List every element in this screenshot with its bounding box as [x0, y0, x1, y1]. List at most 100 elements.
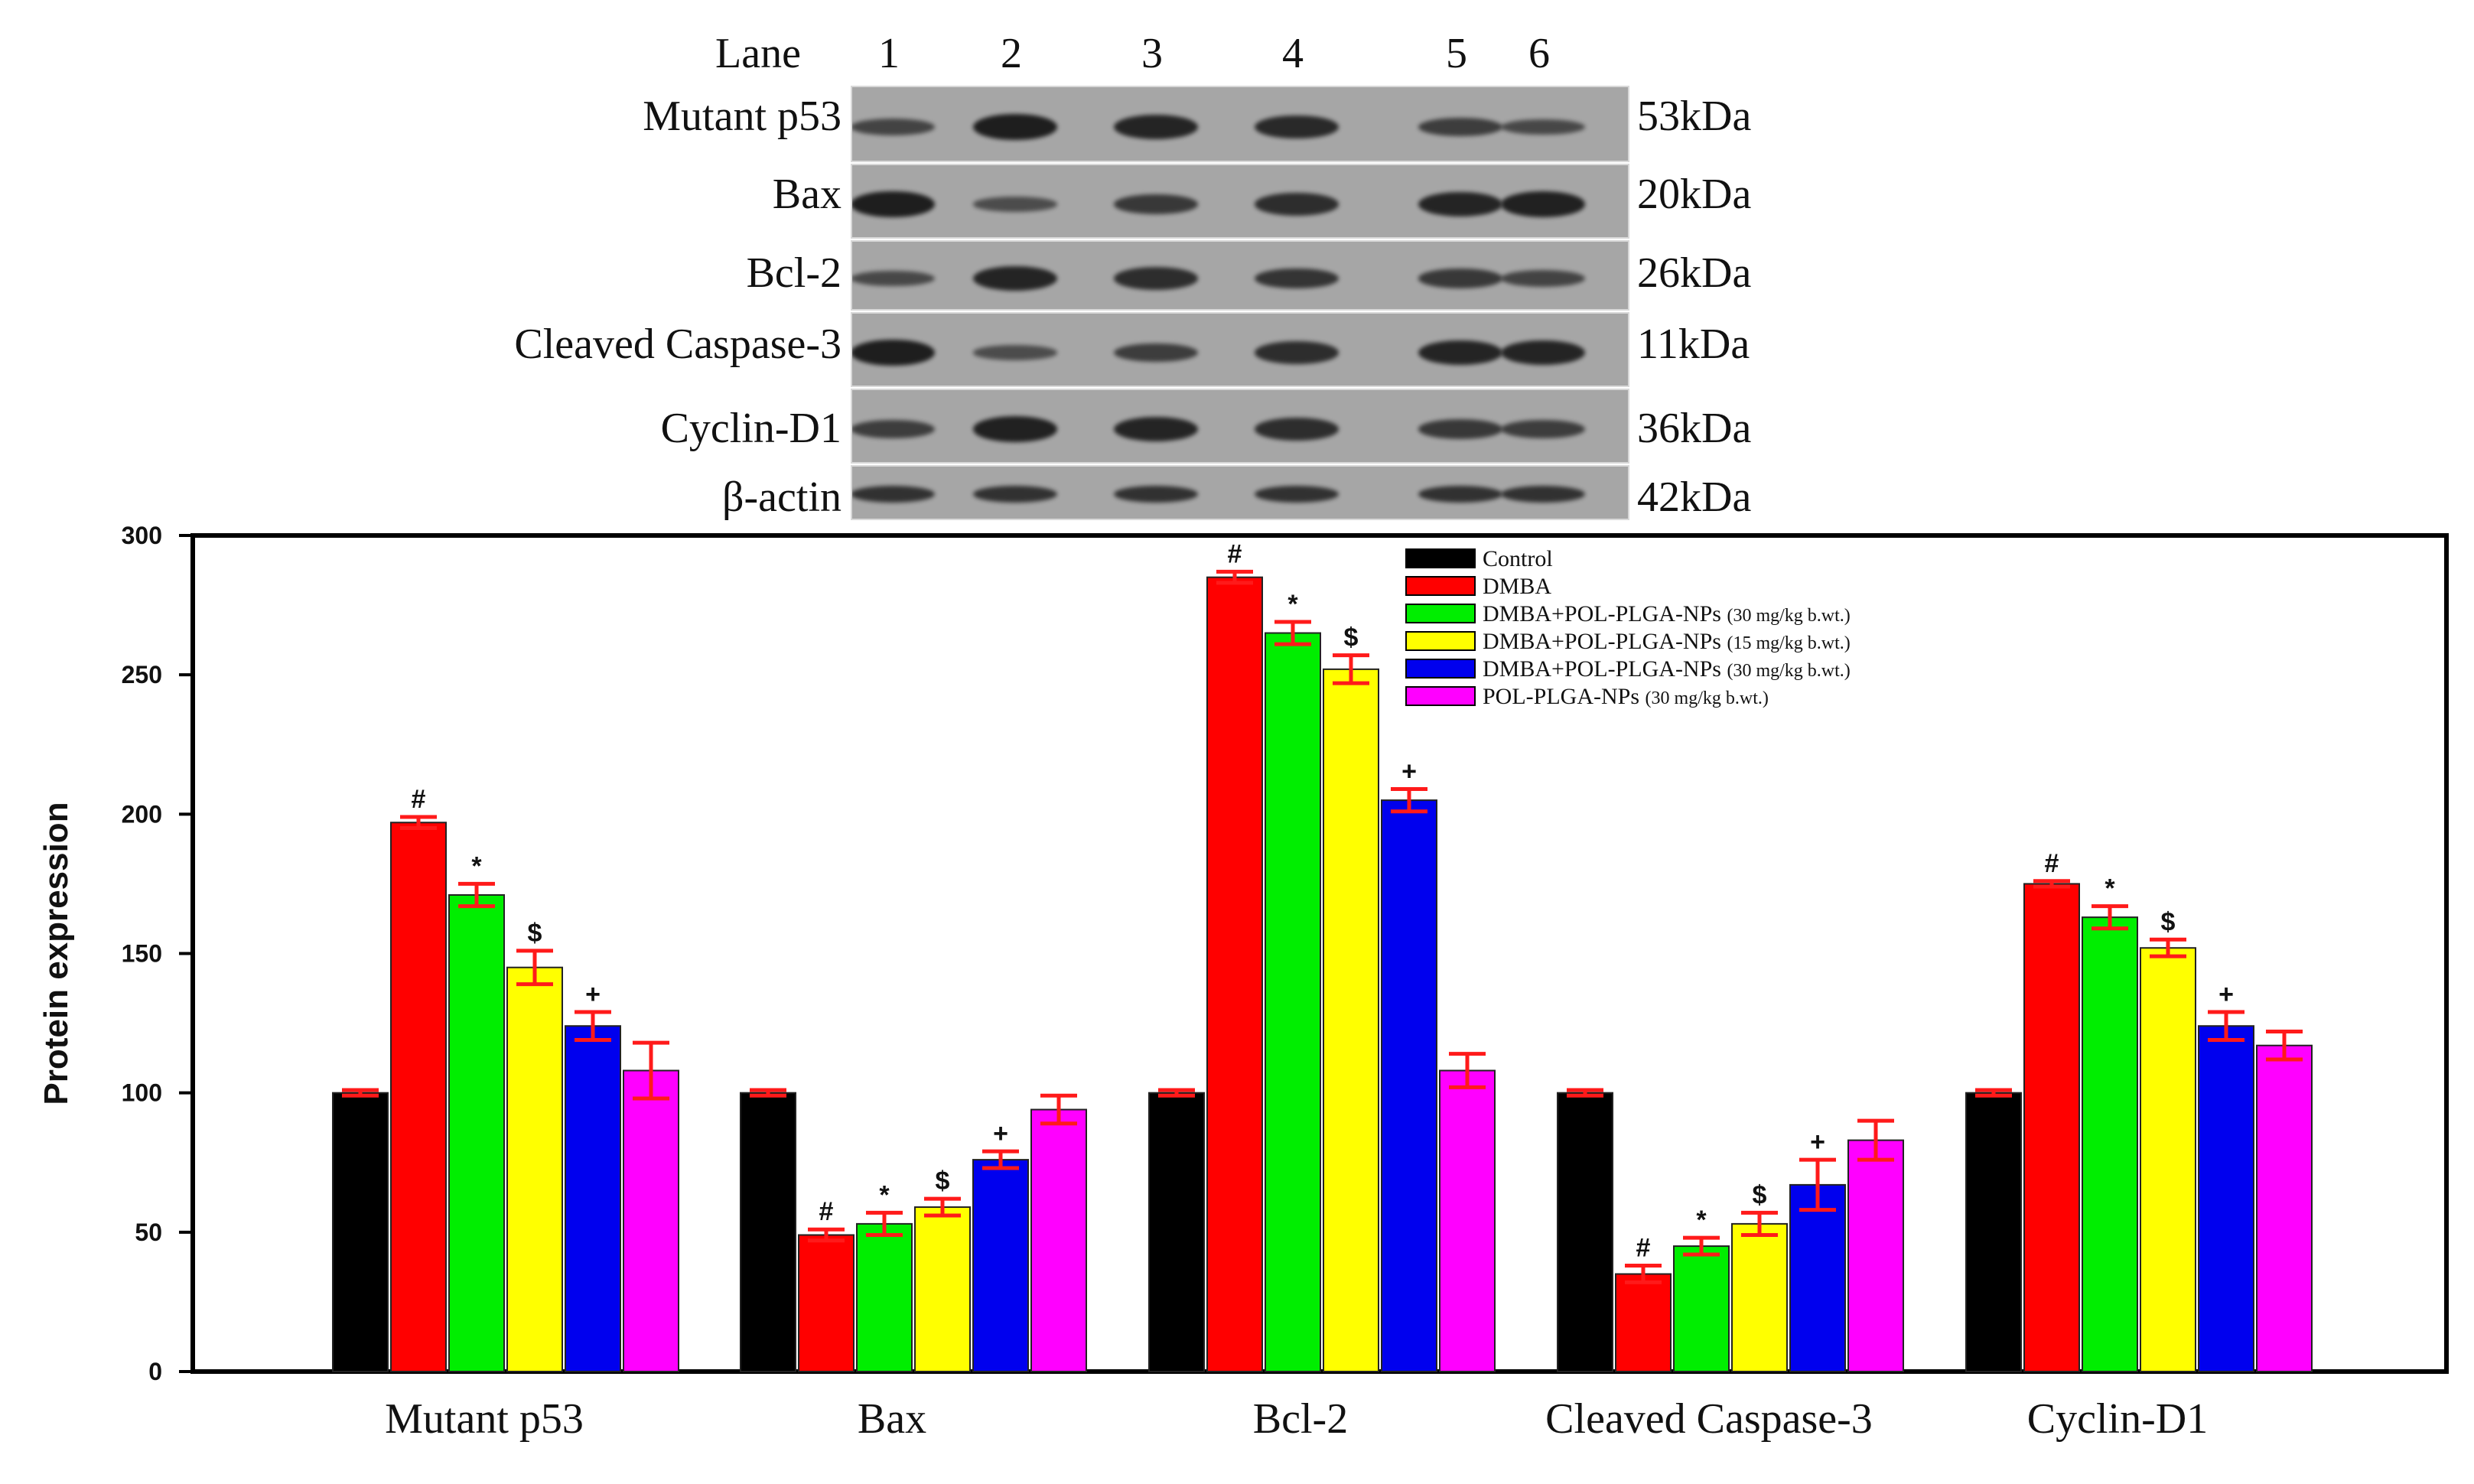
- blot-strip: [851, 465, 1629, 520]
- legend-swatch: [1405, 548, 1476, 568]
- blot-band: [852, 419, 935, 439]
- significance-marker: +: [1401, 757, 1417, 786]
- y-tick-label: 250: [122, 661, 162, 688]
- legend-swatch: [1405, 631, 1476, 651]
- bar: [1615, 1273, 1672, 1373]
- blot-band: [1418, 340, 1502, 366]
- blot-band: [1255, 115, 1339, 139]
- x-category-label: Bcl-2: [1253, 1395, 1348, 1443]
- bar: [1265, 632, 1321, 1372]
- legend-swatch: [1405, 659, 1476, 679]
- significance-marker: +: [993, 1119, 1008, 1148]
- significance-marker: #: [2045, 849, 2059, 878]
- legend-swatch: [1405, 604, 1476, 623]
- significance-marker: $: [528, 919, 542, 948]
- bar: [390, 822, 447, 1373]
- bar: [1148, 1092, 1205, 1373]
- y-tick-label: 200: [122, 800, 162, 828]
- bar: [1557, 1092, 1613, 1373]
- blot-row-label: Bcl-2: [746, 249, 841, 297]
- blot-band: [1255, 341, 1339, 364]
- blot-band: [852, 119, 935, 135]
- bar: [1439, 1069, 1496, 1373]
- bar: [914, 1206, 971, 1372]
- blot-band: [1114, 343, 1198, 363]
- legend-label: DMBA+POL-PLGA-NPs (15 mg/kg b.wt.): [1483, 629, 1851, 654]
- blot-strip: [851, 389, 1629, 464]
- significance-marker: #: [1636, 1234, 1651, 1263]
- blot-band: [1501, 119, 1585, 135]
- blot-strip: [851, 240, 1629, 311]
- blot-band: [1255, 418, 1339, 441]
- blot-band: [1114, 416, 1198, 442]
- blot-strip: [851, 312, 1629, 387]
- bar: [1323, 668, 1379, 1372]
- legend-label: DMBA+POL-PLGA-NPs (30 mg/kg b.wt.): [1483, 601, 1851, 626]
- x-category-label: Cyclin-D1: [2027, 1395, 2208, 1443]
- blot-band: [1501, 486, 1585, 503]
- significance-marker: $: [1753, 1180, 1767, 1209]
- blot-band: [1501, 191, 1585, 217]
- blot-band: [1418, 419, 1502, 439]
- bar: [1206, 576, 1263, 1372]
- blot-band: [1418, 191, 1502, 217]
- y-tick-label: 0: [148, 1358, 162, 1385]
- blot-band: [852, 270, 935, 287]
- blot-band: [852, 190, 935, 218]
- significance-marker: $: [1344, 623, 1359, 653]
- significance-marker: *: [2105, 874, 2115, 903]
- significance-marker: *: [1696, 1206, 1707, 1235]
- lane-number: 3: [1141, 30, 1163, 77]
- x-category-label: Bax: [858, 1395, 926, 1443]
- legend-label: POL-PLGA-NPs (30 mg/kg b.wt.): [1483, 684, 1769, 709]
- molecular-weight-label: 20kDa: [1637, 171, 1752, 218]
- bar: [2082, 916, 2138, 1372]
- significance-marker: #: [1228, 539, 1242, 568]
- blot-band: [973, 265, 1057, 291]
- lane-number: 2: [1001, 30, 1022, 77]
- y-tick-label: 100: [122, 1079, 162, 1107]
- significance-marker: $: [2161, 907, 2176, 936]
- blot-strip: [851, 86, 1629, 162]
- legend-box: [1403, 542, 1808, 713]
- blot-band: [1114, 267, 1198, 290]
- bar: [1789, 1183, 1846, 1372]
- legend-swatch: [1405, 576, 1476, 596]
- legend-label: DMBA+POL-PLGA-NPs (30 mg/kg b.wt.): [1483, 656, 1851, 682]
- blot-band: [1255, 193, 1339, 216]
- molecular-weight-label: 53kDa: [1637, 93, 1752, 140]
- legend-label: DMBA: [1483, 574, 1551, 599]
- blot-band: [852, 486, 935, 503]
- western-blot-panel: Lane 1 2 3 4 5 6 Mutant p53 Bax Bcl-2 Cl…: [0, 0, 2474, 528]
- blot-band: [973, 486, 1057, 503]
- legend-label: Control: [1483, 546, 1553, 571]
- bar: [1673, 1245, 1730, 1372]
- significance-marker: +: [2218, 980, 2234, 1009]
- significance-marker: *: [471, 851, 482, 880]
- blot-band: [1255, 486, 1339, 503]
- blot-band: [852, 339, 935, 366]
- significance-marker: +: [1810, 1128, 1825, 1157]
- molecular-weight-label: 36kDa: [1637, 405, 1752, 452]
- bar: [856, 1222, 913, 1372]
- lane-header: Lane: [715, 30, 801, 77]
- lane-number: 5: [1446, 30, 1467, 77]
- legend-swatch: [1405, 686, 1476, 706]
- x-category-label: Mutant p53: [385, 1395, 584, 1443]
- bar: [448, 893, 505, 1372]
- bar: [972, 1159, 1029, 1373]
- blot-band: [1114, 194, 1198, 214]
- blot-strip: [851, 164, 1629, 239]
- significance-marker: +: [585, 980, 601, 1009]
- bar: [2023, 883, 2080, 1372]
- bar: [623, 1069, 679, 1373]
- bar: [565, 1025, 621, 1373]
- blot-row-label: Bax: [772, 171, 841, 218]
- bar: [1731, 1222, 1788, 1372]
- blot-band: [973, 345, 1057, 360]
- bar: [2198, 1025, 2254, 1373]
- significance-marker: *: [1287, 590, 1298, 619]
- significance-marker: *: [879, 1180, 890, 1209]
- x-category-label: Cleaved Caspase-3: [1545, 1395, 1873, 1443]
- bar: [332, 1092, 389, 1373]
